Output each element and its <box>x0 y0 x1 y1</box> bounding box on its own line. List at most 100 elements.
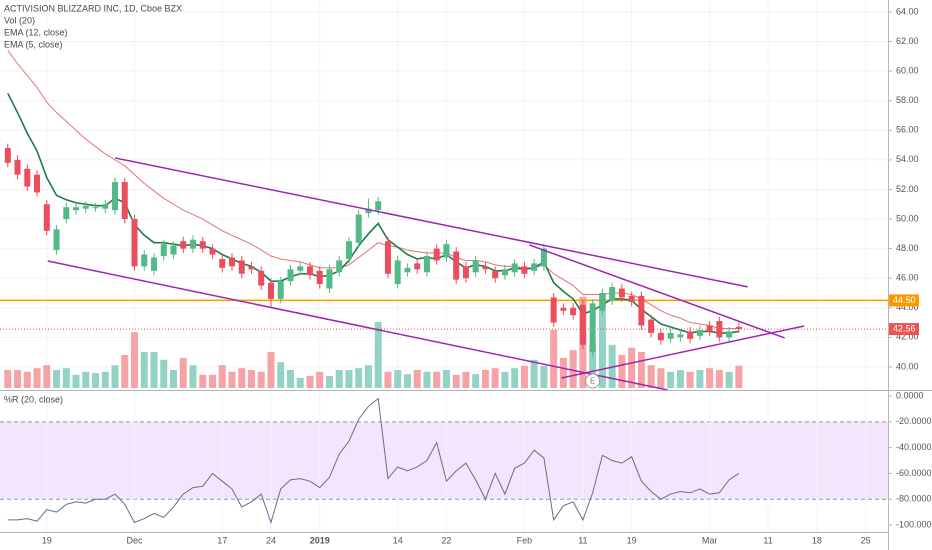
candle-body <box>287 269 294 282</box>
x-tick-label: 19 <box>627 535 637 545</box>
x-tick-label: 2019 <box>310 535 330 545</box>
candle-body <box>297 266 304 271</box>
volume-bar <box>559 358 567 388</box>
candle-body <box>609 287 616 301</box>
y-tick-label: 46.00 <box>896 273 919 283</box>
y-tick-label: -20.0000 <box>896 416 932 426</box>
y-tick-label: 42.00 <box>896 332 919 342</box>
williams-r-panel <box>7 397 740 525</box>
volume-bar <box>394 370 402 388</box>
candle-body <box>209 248 216 255</box>
candle-body <box>472 260 479 273</box>
volume-bar <box>247 370 255 388</box>
volume-bar <box>686 371 694 388</box>
volume-bar <box>189 365 197 388</box>
x-tick-label: 19 <box>42 535 52 545</box>
legend-entry: EMA (12, close) <box>4 27 68 37</box>
volume-bar <box>628 347 636 388</box>
candle-body <box>43 204 50 231</box>
volume-bar <box>4 370 12 388</box>
candle-body <box>121 182 128 220</box>
candle-body <box>306 266 313 276</box>
price-panel: E <box>0 50 888 391</box>
volume-bar <box>111 365 119 388</box>
volume-bar <box>355 368 363 388</box>
candle-body <box>443 244 450 258</box>
volume-bar <box>530 359 538 388</box>
candle-body <box>316 270 323 285</box>
y-tick-label: 40.00 <box>896 361 919 371</box>
volume-bar <box>423 371 431 388</box>
volume-bar <box>696 370 704 388</box>
volume-bar <box>296 377 304 388</box>
volume-bar <box>598 293 606 388</box>
price-label: 44.50 <box>893 295 916 305</box>
candle-body <box>92 207 99 209</box>
candle-body <box>706 325 713 332</box>
x-tick-label: Feb <box>517 535 533 545</box>
candle-body <box>326 269 333 289</box>
candle-body <box>112 182 119 211</box>
candle-body <box>190 239 197 249</box>
volume-bar <box>228 371 236 388</box>
volume-bar <box>257 371 265 388</box>
candle-body <box>589 303 596 353</box>
candle-body <box>696 329 703 336</box>
candle-body <box>667 332 674 339</box>
volume-bar <box>170 370 178 388</box>
volume-bar <box>101 371 109 388</box>
ema-line <box>7 50 739 329</box>
candle-body <box>492 270 499 279</box>
trendline <box>529 244 785 339</box>
volume-bar <box>550 329 558 388</box>
volume-bar <box>735 365 743 388</box>
candle-body <box>151 257 158 271</box>
volume-bar <box>462 371 470 388</box>
y-tick-label: 0.0000 <box>896 390 924 400</box>
candle-body <box>638 295 645 326</box>
volume-bar <box>140 352 148 388</box>
candle-body <box>238 260 245 274</box>
volume-bar <box>23 371 31 388</box>
volume-bar <box>540 365 548 388</box>
candle-body <box>531 263 538 271</box>
volume-bar <box>725 371 733 388</box>
candle-body <box>726 331 733 338</box>
volume-bar <box>637 352 645 388</box>
candle-body <box>345 241 352 259</box>
volume-bar <box>199 374 207 388</box>
volume-bar <box>286 370 294 388</box>
y-tick-label: 56.00 <box>896 125 919 135</box>
x-tick-label: 11 <box>578 535 587 545</box>
volume-bar <box>667 371 675 388</box>
x-tick-label: 25 <box>861 535 871 545</box>
earnings-marker <box>585 373 601 389</box>
trendline <box>114 157 748 288</box>
volume-bar <box>676 370 684 388</box>
candle-body <box>384 241 391 274</box>
volume-bar <box>345 370 353 388</box>
volume-bar <box>53 370 61 388</box>
chart-title: ACTIVISION BLIZZARD INC, 1D, Cboe BZX <box>4 3 182 13</box>
candle-body <box>63 207 70 220</box>
candle-body <box>375 201 382 211</box>
volume-bar <box>306 376 314 388</box>
volume-bar <box>589 344 597 388</box>
candle-body <box>53 229 60 251</box>
x-tick-label: 22 <box>441 535 451 545</box>
candle-body <box>180 241 187 249</box>
earnings-label: E <box>590 377 595 386</box>
legend-entry: Vol (20) <box>4 15 35 25</box>
volume-bar <box>413 370 421 388</box>
volume-bar <box>647 365 655 388</box>
volume-bar <box>82 371 90 388</box>
volume-bar <box>160 359 168 388</box>
x-tick-label: 24 <box>266 535 276 545</box>
y-tick-label: -60.0000 <box>896 468 932 478</box>
overbought-oversold-band <box>0 421 888 500</box>
volume-bar <box>384 371 392 388</box>
legend-entry: EMA (5, close) <box>4 39 63 49</box>
